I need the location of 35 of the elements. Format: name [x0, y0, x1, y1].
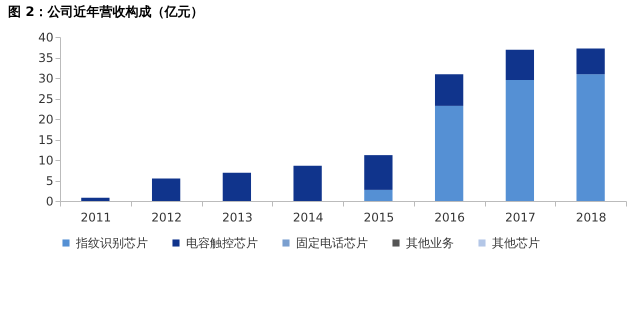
legend-label: 其他业务 — [406, 236, 454, 250]
bar — [81, 198, 110, 201]
y-tick-label: 40 — [38, 30, 54, 44]
y-tick-label: 30 — [38, 72, 54, 86]
x-tick-label: 2018 — [576, 210, 606, 224]
bar — [364, 190, 393, 201]
chart-title: 图 2：公司近年营收构成（亿元） — [8, 4, 204, 20]
bar — [434, 106, 464, 201]
bar — [506, 80, 534, 201]
legend-label: 指纹识别芯片 — [75, 236, 148, 250]
x-tick-label: 2015 — [364, 210, 394, 224]
bar — [364, 155, 393, 190]
legend-label: 其他芯片 — [492, 236, 540, 250]
y-tick-label: 35 — [38, 51, 54, 65]
x-tick-label: 2011 — [80, 210, 112, 224]
bar — [576, 74, 605, 201]
bar — [434, 74, 464, 106]
bar — [293, 166, 322, 201]
bar — [222, 172, 252, 201]
y-tick-label: 20 — [38, 112, 54, 126]
x-tick-label: 2013 — [222, 210, 253, 224]
legend-label: 固定电话芯片 — [296, 236, 368, 250]
y-tick-label: 25 — [38, 92, 54, 106]
y-tick-label: 5 — [46, 174, 54, 188]
bar — [576, 48, 605, 74]
x-tick-label: 2014 — [292, 210, 324, 224]
y-tick-label: 0 — [46, 194, 54, 208]
y-tick-label: 10 — [38, 154, 54, 168]
legend-label: 电容触控芯片 — [186, 236, 258, 250]
x-tick-label: 2017 — [505, 210, 536, 224]
x-tick-label: 2016 — [434, 210, 465, 224]
bar — [152, 178, 180, 201]
x-tick-label: 2012 — [151, 210, 182, 224]
bar — [506, 50, 534, 80]
y-tick-label: 15 — [38, 133, 54, 147]
